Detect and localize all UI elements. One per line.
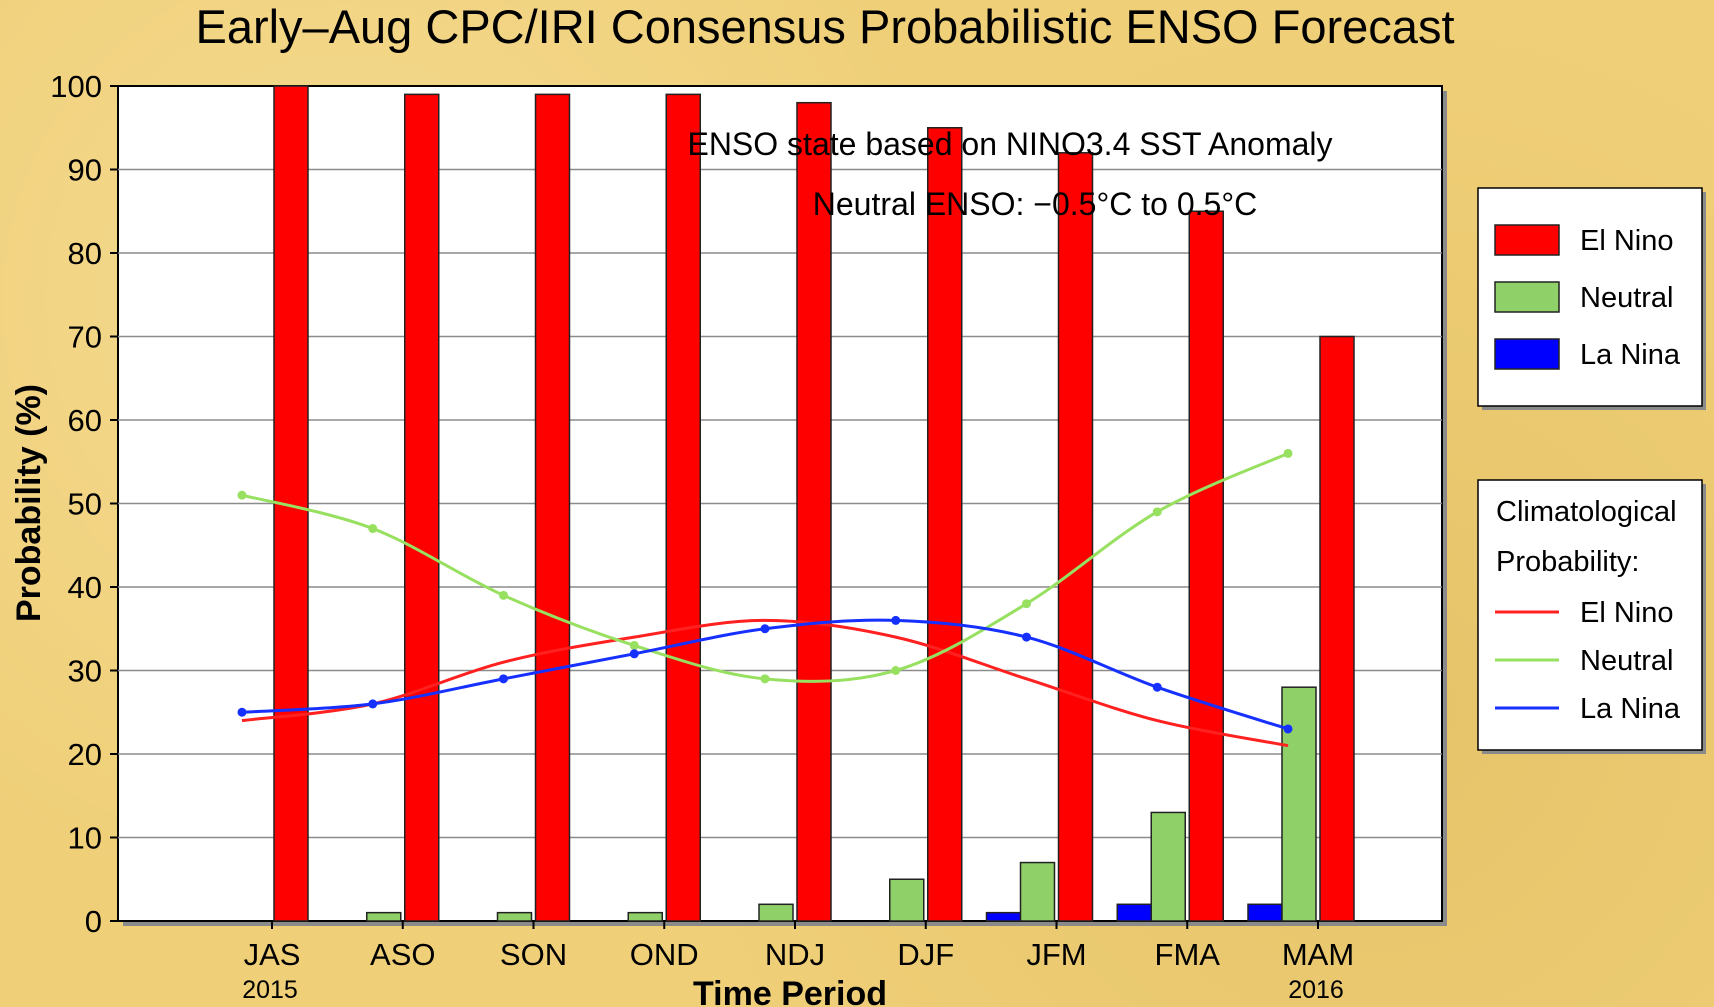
axes: 0 10 20 30 40 50 60 70 80 90 100 JAS ASO SON OND NDJ DJF… [50,69,1354,1004]
legend-climatological: Climatological Probability: El Nino Neutral… [1477,479,1706,754]
annotation-enso-state: ENSO state based on NINO3.4 SST Anomaly [687,126,1332,162]
bar-el-nino [1057,152,1094,922]
point-neutral [499,590,508,600]
x-tick-label: NDJ [765,937,825,972]
point-neutral [760,674,770,684]
legend-swatch [1494,224,1560,256]
legend-forecast: El Nino Neutral La Nina [1477,187,1706,410]
point-la-nina [760,624,770,634]
point-neutral [368,524,378,534]
bar-la-nina [1116,903,1152,922]
legend-title: Probability: [1496,546,1639,578]
bar-el-nino [665,93,701,922]
bar-el-nino [1188,210,1224,922]
y-tick-label: 50 [68,487,102,522]
year-label: 2015 [242,976,298,1004]
legend-label: El Nino [1580,597,1674,629]
point-neutral [891,666,901,675]
bar-neutral [496,911,533,922]
bar-neutral [1281,686,1317,922]
y-tick-label: 10 [68,821,102,856]
point-la-nina [1022,632,1031,642]
point-la-nina [1283,724,1293,734]
point-neutral [1152,507,1162,517]
y-tick-label: 40 [68,570,102,605]
bar-neutral [1019,861,1056,922]
y-tick-label: 90 [68,153,102,188]
y-tick-label: 100 [50,69,102,104]
legend-label: La Nina [1580,339,1681,371]
x-tick-label: DJF [897,937,954,972]
x-tick-label: SON [500,937,567,972]
y-tick-label: 0 [85,904,102,939]
point-neutral [629,640,639,650]
x-tick-label: FMA [1155,937,1221,972]
x-tick-label: OND [630,937,699,972]
legend-title: Climatological [1496,496,1677,528]
chart-title: Early–Aug CPC/IRI Consensus Probabilisti… [195,0,1454,53]
bar-el-nino [796,101,832,922]
point-la-nina [237,707,247,717]
legend-label: Neutral [1580,645,1674,677]
climatology-lines [237,448,1293,748]
bar-neutral [758,903,794,922]
legend-label: La Nina [1580,693,1681,725]
bar-el-nino [1319,335,1355,922]
point-la-nina [629,649,639,659]
x-tick-label: JFM [1026,937,1086,972]
bar-el-nino [927,127,963,922]
x-axis-label: Time Period [693,975,887,1007]
legend-box [1477,479,1703,751]
y-tick-label: 30 [68,654,102,689]
bar-neutral [889,878,925,922]
y-tick-label: 70 [68,320,102,355]
bar-neutral [1150,811,1186,922]
point-la-nina [499,674,508,684]
legend-swatch [1494,281,1560,313]
point-neutral [237,490,247,500]
y-axis-label: Probability (%) [10,384,48,622]
legend-label: El Nino [1580,225,1674,257]
bar-neutral [627,911,663,922]
bar-marks [273,85,1355,922]
point-neutral [1283,448,1293,458]
y-tick-label: 80 [68,236,102,271]
x-tick-label: ASO [370,937,435,972]
point-la-nina [891,615,901,625]
annotation-neutral-range: Neutral ENSO: −0.5°C to 0.5°C [813,186,1257,222]
legend-swatch [1494,338,1560,370]
legend-label: Neutral [1580,282,1674,314]
bar-el-nino [404,93,440,922]
y-tick-label: 60 [68,403,102,438]
bar-el-nino [534,93,571,922]
bar-neutral [366,911,402,922]
point-la-nina [1152,682,1162,692]
bar-la-nina [1247,903,1283,922]
point-neutral [1022,599,1031,609]
x-tick-label: MAM [1282,937,1354,972]
bar-la-nina [985,911,1022,922]
annotations: ENSO state based on NINO3.4 SST Anomaly N… [687,126,1332,222]
line-el-nino [241,618,1289,748]
x-tick-label: JAS [244,937,301,972]
y-tick-label: 20 [68,737,102,772]
point-la-nina [368,699,378,709]
year-label: 2016 [1288,976,1344,1004]
